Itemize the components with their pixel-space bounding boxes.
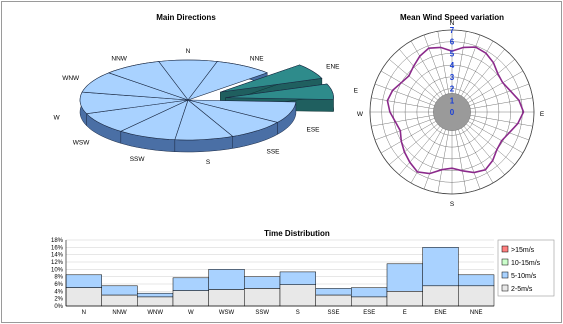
radar-tick-6: 6 — [450, 38, 455, 47]
bar-ssw-0 — [244, 288, 280, 306]
pie-label-nne: NNE — [250, 55, 264, 62]
legend-swatch-1 — [502, 259, 508, 265]
bar-xtick-ssw: SSW — [255, 310, 269, 316]
bar-ytick-6: 12% — [51, 260, 64, 266]
bar-ytick-2: 4% — [54, 289, 63, 295]
bar-wnw-0 — [137, 297, 173, 306]
legend-swatch-2 — [502, 272, 508, 278]
pie-label-nnw: NNW — [111, 55, 127, 62]
radar-tick-5: 5 — [450, 49, 455, 58]
bar-w-1 — [173, 278, 209, 291]
bar-ytick-0: 0% — [54, 304, 63, 310]
bar-n-1 — [66, 275, 102, 288]
pie-chart-main-directions: Main Directions N NNE ENE E ESE SSE S SSW WSW W WN… — [54, 13, 359, 166]
bar-chart-title: Time Distribution — [264, 229, 330, 238]
pie-label-s: S — [206, 159, 211, 166]
bar-ytick-7: 14% — [51, 253, 64, 259]
bar-s-1 — [280, 272, 316, 285]
bar-e-1 — [387, 264, 423, 292]
bar-xtick-sse: SSE — [327, 310, 339, 316]
pie-label-ese: ESE — [306, 126, 320, 133]
pie-label-w: W — [54, 115, 61, 122]
legend-swatch-0 — [502, 246, 508, 252]
bar-xtick-ene: ENE — [434, 310, 446, 316]
bar-ssw-1 — [244, 277, 280, 289]
radar-tick-7: 7 — [450, 26, 455, 35]
bar-chart-time-distribution: Time Distribution 0%2% 4%6%8% 10%12%14% 16%… — [51, 229, 554, 316]
bar-sse-1 — [316, 288, 352, 295]
bar-wnw-1 — [137, 293, 173, 297]
bar-nne-0 — [458, 286, 494, 306]
bar-ese-1 — [351, 288, 387, 297]
bar-xtick-nnw: NNW — [112, 310, 127, 316]
radar-tick-1: 1 — [450, 96, 455, 105]
bar-n-0 — [66, 288, 102, 306]
pie-label-ene: ENE — [326, 64, 340, 71]
legend-label-0: >15m/s — [511, 247, 535, 254]
bar-xtick-ese: ESE — [363, 310, 375, 316]
bar-w-0 — [173, 291, 209, 306]
bar-e-0 — [387, 291, 423, 306]
bar-nnw-1 — [102, 286, 138, 295]
pie-label-ssw: SSW — [130, 156, 146, 163]
legend-label-3: 2-5m/s — [511, 286, 533, 293]
bar-xtick-s: S — [296, 310, 300, 316]
bar-ese-0 — [351, 297, 387, 306]
radar-tick-3: 3 — [450, 73, 455, 82]
bar-ytick-4: 8% — [54, 275, 63, 281]
bar-ene-0 — [423, 286, 459, 306]
legend-label-1: 10-15m/s — [511, 260, 541, 267]
bar-xtick-n: N — [82, 310, 86, 316]
radar-tick-2: 2 — [450, 85, 455, 94]
bar-wsw-0 — [209, 290, 245, 307]
radar-dir-w: W — [357, 111, 364, 118]
radar-tick-4: 4 — [450, 61, 455, 70]
bar-xtick-w: W — [188, 310, 194, 316]
radar-dir-n: N — [450, 20, 455, 27]
bar-ene-1 — [423, 247, 459, 285]
bar-xtick-e: E — [403, 310, 407, 316]
bar-nne-1 — [458, 275, 494, 286]
pie-label-e: E — [354, 87, 359, 94]
bar-ytick-1: 2% — [54, 297, 63, 303]
pie-label-wnw: WNW — [62, 75, 80, 82]
legend-label-2: 5-10m/s — [511, 273, 537, 280]
pie-label-n: N — [186, 48, 191, 55]
bar-xtick-wnw: WNW — [147, 310, 163, 316]
pie-label-wsw: WSW — [73, 140, 90, 147]
bar-nnw-0 — [102, 295, 138, 306]
legend-swatch-3 — [502, 285, 508, 291]
bar-ytick-9: 18% — [51, 238, 64, 244]
bar-ytick-3: 6% — [54, 282, 63, 288]
radar-tick-0: 0 — [450, 108, 455, 117]
radar-dir-e: E — [540, 111, 545, 118]
radar-chart-wind-speed: Mean Wind Speed variation 0 1 2 3 4 5 6 7N E S W — [357, 13, 545, 208]
bar-xtick-wsw: WSW — [219, 310, 235, 316]
bar-wsw-1 — [209, 269, 245, 289]
bar-ytick-5: 10% — [51, 267, 64, 273]
pie-chart-title: Main Directions — [156, 13, 216, 22]
bar-sse-0 — [316, 295, 352, 306]
bar-ytick-8: 16% — [51, 245, 64, 251]
bar-s-0 — [280, 285, 316, 306]
radar-dir-s: S — [450, 201, 455, 208]
pie-label-sse: SSE — [266, 148, 280, 155]
bar-xtick-nne: NNE — [470, 310, 483, 316]
